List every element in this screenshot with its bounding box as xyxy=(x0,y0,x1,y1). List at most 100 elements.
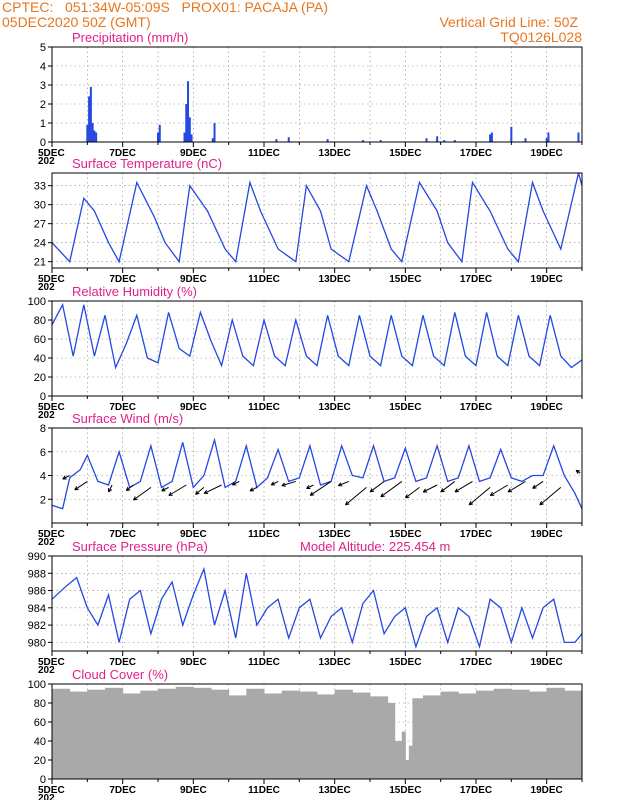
x-year-label: 202 xyxy=(38,793,55,800)
cloud-bar xyxy=(69,691,88,779)
y-tick-label: 0 xyxy=(40,391,46,403)
wind-arrow xyxy=(132,486,152,501)
x-tick-label: 11DEC xyxy=(248,274,280,285)
x-tick-label: 7DEC xyxy=(109,657,136,668)
x-tick-label: 7DEC xyxy=(109,402,136,413)
precip-bar xyxy=(436,136,439,142)
x-tick-label: 5DEC xyxy=(38,274,65,285)
wind-arrow xyxy=(74,481,88,491)
rh-panel-frame xyxy=(51,300,583,397)
cloud-bar xyxy=(334,689,353,779)
wind-arrow xyxy=(161,486,169,492)
cloud-bar xyxy=(264,693,283,779)
x-tick-label: 15DEC xyxy=(389,402,421,413)
x-tick-label: 13DEC xyxy=(319,148,351,159)
y-tick-label: 6 xyxy=(40,447,46,459)
precip-bar xyxy=(185,104,188,142)
precip-bar xyxy=(510,126,513,142)
precip-panel-frame xyxy=(51,46,583,143)
x-tick-label: 15DEC xyxy=(389,529,421,540)
cloud-bar xyxy=(476,690,495,779)
y-tick-label: 8 xyxy=(40,423,46,435)
x-year-label: 202 xyxy=(38,156,55,167)
wind-arrow xyxy=(489,484,509,496)
cloud-bar xyxy=(228,695,247,779)
y-tick-label: 986 xyxy=(28,586,46,598)
y-tick-label: 980 xyxy=(28,637,46,649)
precip-bar xyxy=(547,132,550,142)
precip-bar xyxy=(287,137,290,142)
cloud-bar xyxy=(140,690,159,779)
cloud-bar xyxy=(193,687,212,779)
x-tick-label: 19DEC xyxy=(531,529,563,540)
cloud-bar xyxy=(158,688,177,779)
y-tick-label: 100 xyxy=(28,679,46,691)
x-tick-label: 19DEC xyxy=(531,657,563,668)
x-tick-label: 19DEC xyxy=(531,148,563,159)
y-tick-label: 984 xyxy=(28,603,46,615)
x-tick-label: 11DEC xyxy=(248,148,280,159)
x-tick-label: 17DEC xyxy=(460,785,492,796)
temp-series-line xyxy=(51,172,583,264)
y-tick-label: 60 xyxy=(34,717,46,729)
wind-arrow xyxy=(405,486,420,499)
y-tick-label: 0 xyxy=(40,774,46,786)
precip-bar xyxy=(93,130,96,142)
precip-bar xyxy=(545,138,548,142)
precip-bar xyxy=(95,132,98,142)
y-tick-label: 40 xyxy=(34,736,46,748)
pressure-panel-title: Surface Pressure (hPa) xyxy=(72,539,208,554)
x-tick-label: 17DEC xyxy=(460,402,492,413)
cloud-bar xyxy=(564,690,583,779)
x-tick-label: 11DEC xyxy=(248,785,280,796)
cloud-bar xyxy=(105,687,124,779)
wind-arrow xyxy=(195,486,205,495)
wind-arrow xyxy=(337,480,349,487)
x-tick-label: 11DEC xyxy=(248,529,280,540)
precip-bar xyxy=(361,140,364,142)
wind-arrow xyxy=(125,484,134,492)
wind-arrow xyxy=(532,481,544,489)
x-year-label: 202 xyxy=(38,410,55,421)
wind-arrow xyxy=(108,484,113,493)
x-tick-label: 13DEC xyxy=(319,274,351,285)
pressure-panel-frame xyxy=(51,555,583,652)
x-tick-label: 11DEC xyxy=(248,657,280,668)
precip-bar xyxy=(187,81,190,142)
model-altitude-label: Model Altitude: 225.454 m xyxy=(300,539,450,554)
x-tick-label: 5DEC xyxy=(38,529,65,540)
cloud-bar xyxy=(401,731,406,779)
x-tick-label: 9DEC xyxy=(180,529,207,540)
precip-bar xyxy=(183,132,186,142)
precip-bar xyxy=(190,134,193,142)
x-tick-label: 9DEC xyxy=(180,785,207,796)
x-tick-label: 7DEC xyxy=(109,529,136,540)
precip-bar xyxy=(157,132,159,142)
y-tick-label: 21 xyxy=(34,257,46,269)
precip-bar xyxy=(88,96,91,142)
wind-arrow xyxy=(369,481,385,493)
precip-bar xyxy=(275,139,278,142)
cloud-bar xyxy=(405,760,410,779)
wind-arrow xyxy=(422,484,438,493)
y-tick-label: 24 xyxy=(34,238,46,250)
y-tick-label: 80 xyxy=(34,315,46,327)
x-tick-label: 15DEC xyxy=(389,274,421,285)
cloud-bar xyxy=(440,691,459,779)
cloud-bar xyxy=(299,691,318,779)
y-tick-label: 3 xyxy=(40,80,46,92)
precip-bar xyxy=(86,124,89,142)
x-tick-label: 9DEC xyxy=(180,274,207,285)
x-tick-label: 5DEC xyxy=(38,785,65,796)
x-year-label: 202 xyxy=(38,665,55,676)
wind-arrow xyxy=(168,484,187,496)
precip-bar xyxy=(443,140,446,142)
precip-bar xyxy=(425,138,428,142)
precip-panel-title: Precipitation (mm/h) xyxy=(72,30,188,45)
cloud-bar xyxy=(211,689,230,779)
cloud-bar xyxy=(511,689,530,779)
y-tick-label: 5 xyxy=(40,42,46,54)
pressure-series-line xyxy=(51,566,583,650)
precip-bar xyxy=(453,140,456,142)
header-model-code: TQ0126L028 xyxy=(500,29,582,45)
